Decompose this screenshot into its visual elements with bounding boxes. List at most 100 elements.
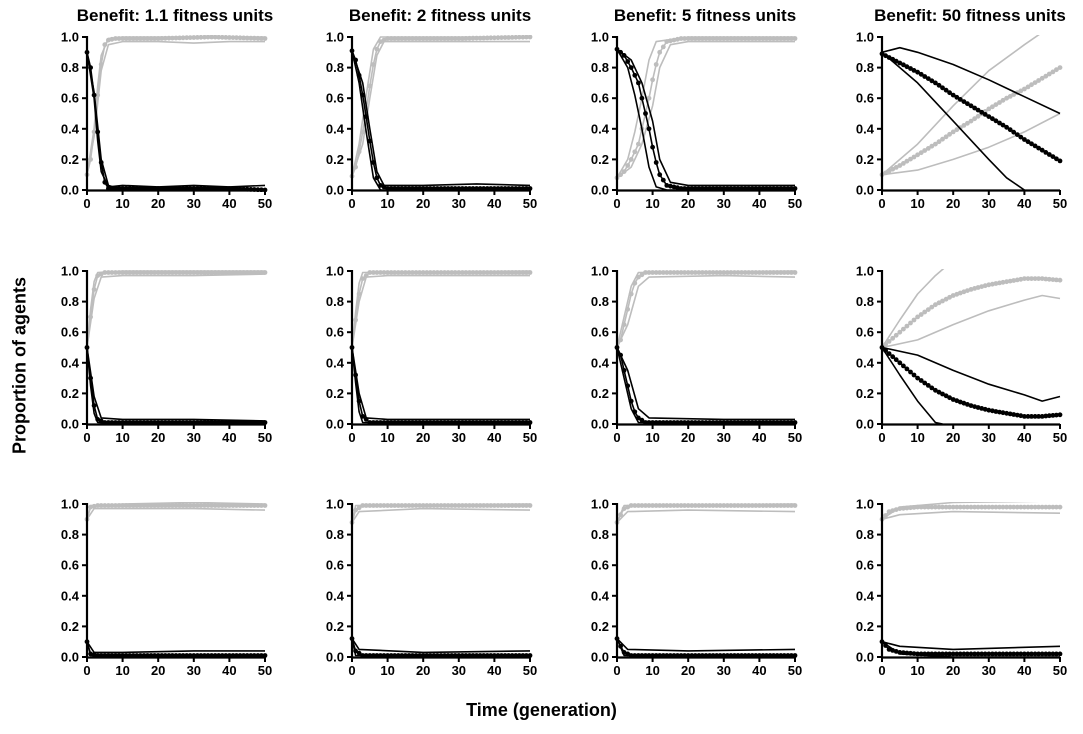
data-point [968, 287, 974, 292]
data-point [675, 185, 680, 191]
data-point [374, 46, 380, 52]
x-tick-label: 10 [910, 430, 924, 445]
x-tick-label: 10 [115, 196, 129, 211]
data-point [947, 131, 952, 137]
y-tick-label: 0.6 [326, 91, 344, 106]
series-line-black-6 [881, 347, 943, 425]
series-line-black-5 [616, 347, 796, 425]
x-tick-label: 50 [523, 196, 537, 211]
panel-r2-c3: 0.0 0.2 0.4 0.6 0.8 1.0 0 10 20 30 40 50 [591, 264, 802, 446]
data-point [1050, 413, 1056, 418]
panel-r3-c3: 0.0 0.2 0.4 0.6 0.8 1.0 0 10 20 30 40 50 [591, 497, 802, 679]
data-point [957, 651, 963, 657]
data-point [904, 366, 910, 372]
data-point [1046, 276, 1052, 282]
data-point [929, 304, 935, 310]
x-tick-label: 30 [982, 430, 996, 445]
data-point [933, 504, 938, 510]
data-point [664, 183, 670, 188]
series-line-gray-1 [351, 36, 531, 177]
x-tick-label: 40 [752, 430, 766, 445]
data-point [940, 504, 945, 510]
series-line-black-4 [351, 50, 530, 190]
series-line-gray-2 [616, 503, 796, 523]
y-tick-label: 0.0 [591, 183, 609, 198]
data-point [957, 504, 963, 510]
data-point [947, 395, 952, 401]
data-point [1036, 145, 1041, 151]
data-point [972, 105, 977, 111]
x-tick-label: 20 [681, 196, 695, 211]
y-tick-label: 0.0 [61, 417, 79, 432]
data-point [1043, 150, 1049, 155]
data-point [1046, 413, 1052, 419]
data-point [1032, 414, 1038, 419]
data-point [1000, 279, 1006, 285]
series-line-black-6 [351, 50, 530, 191]
series-line-gray-3 [616, 274, 796, 348]
data-point [904, 64, 910, 70]
x-tick-label: 20 [681, 430, 695, 445]
data-point [961, 123, 967, 128]
data-point [968, 118, 974, 124]
data-point [986, 407, 992, 413]
series-line-gray-1 [86, 271, 265, 348]
y-tick-label: 0.2 [326, 619, 344, 634]
y-axis-label: Proportion of agents [9, 277, 30, 454]
data-point [957, 97, 963, 102]
data-point [904, 323, 910, 329]
data-point [216, 503, 222, 508]
x-tick-label: 0 [613, 663, 620, 678]
data-point [968, 403, 974, 408]
y-tick-label: 0.6 [856, 325, 874, 340]
data-point [1043, 504, 1049, 510]
series-group [84, 502, 268, 658]
x-tick-label: 10 [115, 663, 129, 678]
data-point [968, 504, 974, 510]
data-point [972, 651, 977, 657]
data-point [1007, 651, 1013, 657]
data-point [1029, 141, 1034, 147]
data-point [940, 85, 945, 91]
data-point [893, 332, 899, 338]
x-tick-label: 30 [187, 663, 201, 678]
series-group [84, 270, 268, 425]
y-tick-label: 0.0 [61, 650, 79, 665]
x-tick-label: 0 [613, 430, 620, 445]
series-line-gray-1 [616, 271, 795, 348]
series-line-gray-3 [616, 509, 796, 523]
x-tick-label: 50 [1053, 196, 1067, 211]
data-point [915, 152, 920, 158]
data-point [922, 504, 928, 510]
x-tick-label: 40 [1017, 196, 1031, 211]
series-line-gray-2 [616, 36, 795, 179]
data-point [911, 154, 917, 160]
data-point [986, 282, 992, 288]
y-tick-label: 0.4 [326, 355, 345, 370]
series-line-gray-1 [616, 504, 795, 523]
data-point [166, 503, 172, 508]
y-tick-label: 0.2 [326, 152, 344, 167]
y-tick-label: 1.0 [856, 264, 874, 279]
data-point [993, 409, 999, 414]
data-point [997, 120, 1002, 126]
x-tick-label: 30 [982, 663, 996, 678]
data-point [950, 129, 956, 135]
y-tick-label: 0.2 [591, 386, 609, 401]
panel-r3-c1: 0.0 0.2 0.4 0.6 0.8 1.0 0 10 20 30 40 50 [61, 497, 272, 679]
data-point [639, 417, 645, 423]
y-tick-label: 0.4 [326, 121, 345, 136]
y-tick-label: 0.0 [326, 650, 344, 665]
data-point [975, 107, 981, 113]
x-tick-label: 0 [348, 430, 355, 445]
x-tick-label: 40 [1017, 430, 1031, 445]
data-point [650, 77, 655, 83]
data-point [1029, 276, 1034, 281]
y-tick-label: 0.8 [326, 60, 344, 75]
data-point [1004, 124, 1009, 130]
data-point [1011, 412, 1017, 417]
data-point [1054, 504, 1059, 510]
x-tick-label: 0 [348, 196, 355, 211]
series-line-gray-3 [351, 274, 530, 348]
data-point [918, 71, 924, 77]
